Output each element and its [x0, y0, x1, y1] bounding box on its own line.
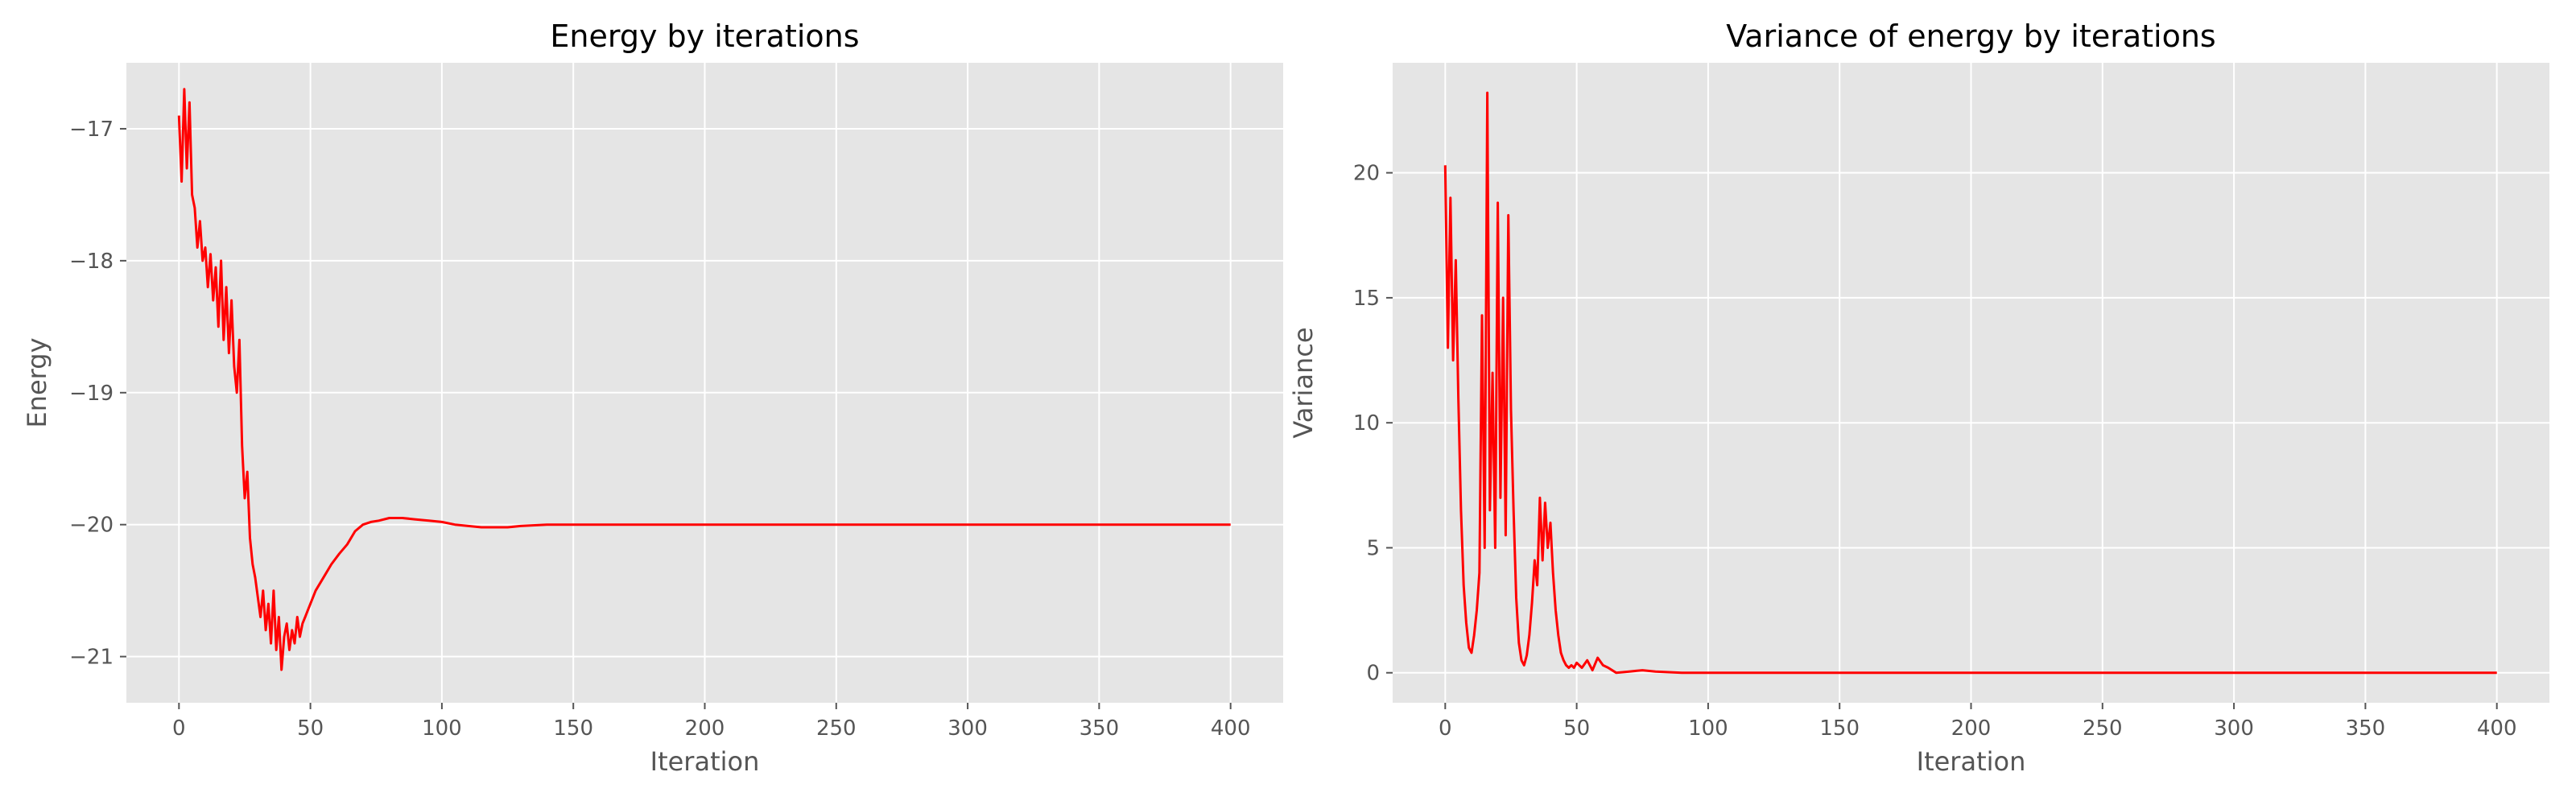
x-tick-label: 100 — [422, 716, 462, 741]
y-tick-label: −20 — [69, 514, 114, 538]
x-tick-label: 400 — [2477, 716, 2517, 741]
x-tick-label: 250 — [2083, 716, 2123, 741]
x-tick-label: 50 — [297, 716, 324, 741]
x-tick-label: 250 — [816, 716, 857, 741]
y-tick-label: 0 — [1366, 662, 1380, 686]
x-axis-label: Iteration — [1917, 746, 2026, 777]
x-tick-label: 150 — [1819, 716, 1860, 741]
y-axis-label: Variance — [1288, 327, 1319, 438]
chart-title: Variance of energy by iterations — [1726, 19, 2215, 54]
x-tick-label: 200 — [685, 716, 725, 741]
x-tick-label: 0 — [172, 716, 186, 741]
y-tick-label: 15 — [1353, 287, 1380, 311]
x-tick-label: 50 — [1563, 716, 1590, 741]
x-tick-label: 100 — [1688, 716, 1728, 741]
series-line — [177, 88, 1231, 671]
y-tick-label: −19 — [69, 382, 114, 406]
x-tick-label: 350 — [1080, 716, 1120, 741]
series-line — [1443, 91, 2497, 675]
variance-chart: 0 50 100 150 200 250 300 350 400 0 5 10 15 20 Variance… — [1288, 19, 2549, 777]
y-tick-label: −17 — [69, 118, 114, 142]
x-tick-label: 350 — [2346, 716, 2386, 741]
y-tick-label: −21 — [69, 646, 114, 670]
x-tick-label: 200 — [1951, 716, 1992, 741]
y-tick-label: −18 — [69, 250, 114, 274]
x-axis-label: Iteration — [650, 746, 760, 777]
energy-chart: 0 50 100 150 200 250 300 350 400 −21 −20 −19 −18 −17 E… — [22, 19, 1283, 777]
chart-title: Energy by iterations — [550, 19, 859, 54]
x-tick-label: 300 — [947, 716, 988, 741]
x-tick-label: 300 — [2214, 716, 2254, 741]
y-tick-label: 10 — [1353, 411, 1380, 436]
x-tick-label: 0 — [1439, 716, 1452, 741]
y-axis-label: Energy — [22, 337, 52, 427]
y-tick-label: 20 — [1353, 162, 1380, 186]
y-tick-label: 5 — [1366, 536, 1380, 560]
x-tick-label: 400 — [1211, 716, 1251, 741]
x-tick-label: 150 — [553, 716, 593, 741]
